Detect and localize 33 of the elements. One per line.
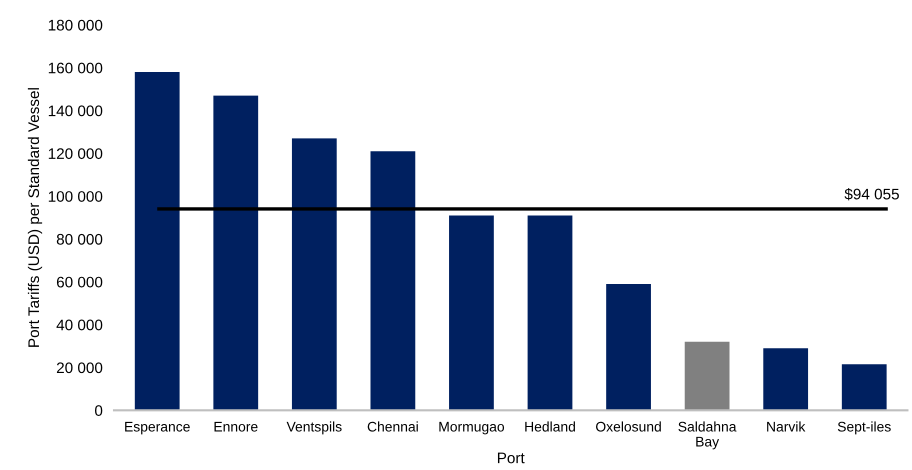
bar [763, 348, 808, 410]
y-tick-label: 20 000 [56, 362, 102, 374]
bar [370, 151, 416, 410]
x-tick-label: Ventspils [286, 421, 342, 434]
bar [528, 215, 572, 410]
x-tick-label: Sept-iles [838, 421, 891, 434]
y-tick-label: 140 000 [48, 105, 102, 116]
x-tick-label: Mormugao [439, 422, 504, 434]
y-tick-label: 80 000 [56, 234, 102, 245]
bar [292, 138, 337, 410]
bar [134, 72, 180, 410]
y-tick-label: 40 000 [56, 320, 102, 330]
x-tick-label: Narvik [767, 421, 806, 432]
x-tick-label: Esperance [125, 422, 190, 434]
y-tick-label: 180 000 [48, 20, 102, 31]
x-tick-label: Oxelosund [596, 421, 661, 432]
x-tick-label: Chennai [368, 421, 418, 432]
y-axis-title: Port Tariffs (USD) per Standard Vessel [28, 88, 42, 347]
x-axis-title: Port [498, 452, 525, 464]
y-tick-label: 100 000 [48, 191, 102, 202]
bar [449, 215, 494, 410]
x-tick-label: Saldahna Bay [678, 421, 736, 450]
y-tick-label: 160 000 [48, 62, 102, 74]
bar [606, 284, 651, 410]
bar [213, 96, 258, 410]
x-tick-label: Ennore [214, 422, 258, 432]
bar [684, 342, 730, 410]
x-tick-label: Hedland [525, 421, 575, 432]
bar [842, 364, 887, 410]
y-tick-label: 120 000 [48, 148, 102, 160]
y-tick-label: 0 [94, 405, 102, 416]
y-tick-label: 60 000 [56, 276, 102, 288]
ref-line-label: $94 055 [844, 188, 899, 200]
